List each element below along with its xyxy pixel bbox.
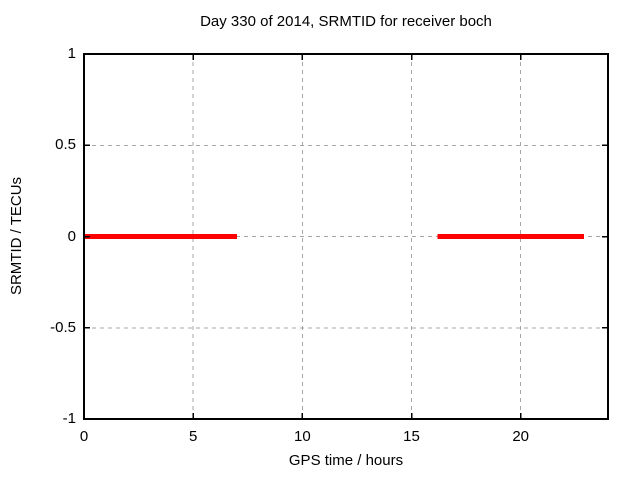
x-tick-label: 20: [512, 428, 529, 445]
y-tick-label: 0: [67, 227, 76, 245]
x-tick-label: 10: [293, 428, 311, 445]
x-tick-label: 0: [79, 428, 89, 445]
y-tick-label: -1: [62, 410, 76, 427]
y-tick-label: -0.5: [50, 318, 76, 336]
x-tick-label: 5: [188, 428, 198, 445]
y-tick-label: 0.5: [55, 136, 76, 154]
plot-border: [83, 53, 609, 420]
chart-title: Day 330 of 2014, SRMTID for receiver boc…: [200, 13, 492, 30]
x-tick-label: 15: [403, 428, 420, 445]
y-tick-label: 1: [67, 45, 76, 62]
x-axis-label: GPS time / hours: [288, 452, 404, 469]
